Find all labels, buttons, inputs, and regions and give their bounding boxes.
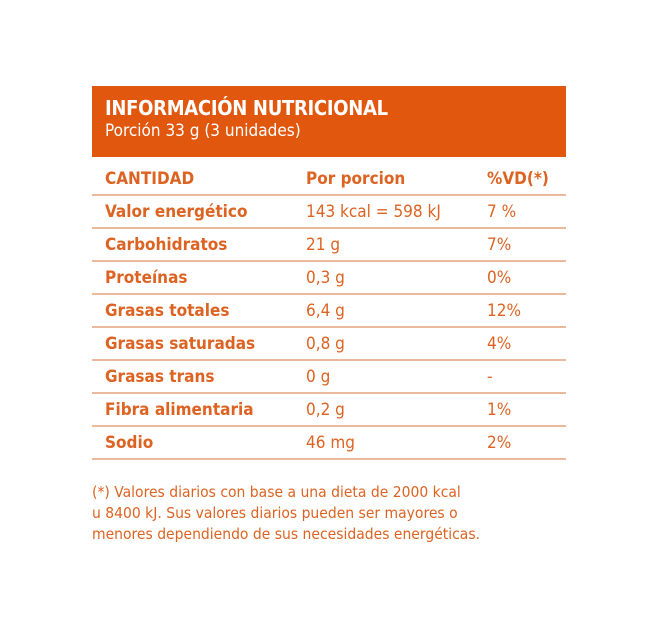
table-header: CANTIDAD Por porcion %VD(*) [92,163,566,196]
nutrition-header: INFORMACIÓN NUTRICIONAL Porción 33 g (3 … [92,86,566,157]
nutrient-amount: 0,8 g [306,334,345,354]
table-row: Fibra alimentaria 0,2 g 1% [92,394,566,427]
footnote-line: u 8400 kJ. Sus valores diarios pueden se… [92,504,458,522]
nutrient-amount: 46 mg [306,433,355,453]
nutrient-daily-value: 4% [487,334,512,354]
nutrient-name: Valor energético [105,202,248,222]
table-row: Proteínas 0,3 g 0% [92,262,566,295]
nutrient-name: Sodio [105,433,154,453]
column-header: CANTIDAD [105,169,195,189]
nutrient-daily-value: 0% [487,268,512,288]
nutrient-daily-value: 12% [487,301,521,321]
nutrient-amount: 143 kcal = 598 kJ [306,202,441,222]
nutrient-name: Grasas saturadas [105,334,256,354]
nutrient-name: Carbohidratos [105,235,228,255]
footnote-line: menores dependiendo de sus necesidades e… [92,525,481,543]
nutrient-name: Grasas totales [105,301,230,321]
nutrition-title: INFORMACIÓN NUTRICIONAL [105,96,388,120]
nutrient-name: Grasas trans [105,367,215,387]
footnote-line: (*) Valores diarios con base a una dieta… [92,483,461,501]
table-row: Grasas totales 6,4 g 12% [92,295,566,328]
nutrient-name: Fibra alimentaria [105,400,254,420]
nutrient-amount: 0,3 g [306,268,345,288]
column-header: %VD(*) [487,169,549,189]
table-row: Carbohidratos 21 g 7% [92,229,566,262]
serving-size: Porción 33 g (3 unidades) [105,121,301,141]
nutrient-name: Proteínas [105,268,188,288]
nutrition-table: CANTIDAD Por porcion %VD(*) Valor energé… [92,163,566,460]
table-row: Grasas saturadas 0,8 g 4% [92,328,566,361]
table-row: Sodio 46 mg 2% [92,427,566,460]
nutrient-daily-value: 7 % [487,202,517,222]
nutrient-daily-value: 2% [487,433,512,453]
column-header: Por porcion [306,169,406,189]
nutrient-amount: 6,4 g [306,301,345,321]
footnote: (*) Valores diarios con base a una dieta… [92,482,572,545]
table-row: Grasas trans 0 g - [92,361,566,394]
nutrient-daily-value: - [487,367,493,387]
nutrient-daily-value: 7% [487,235,512,255]
nutrient-amount: 21 g [306,235,341,255]
nutrient-daily-value: 1% [487,400,512,420]
nutrient-amount: 0,2 g [306,400,345,420]
table-row: Valor energético 143 kcal = 598 kJ 7 % [92,196,566,229]
nutrient-amount: 0 g [306,367,331,387]
